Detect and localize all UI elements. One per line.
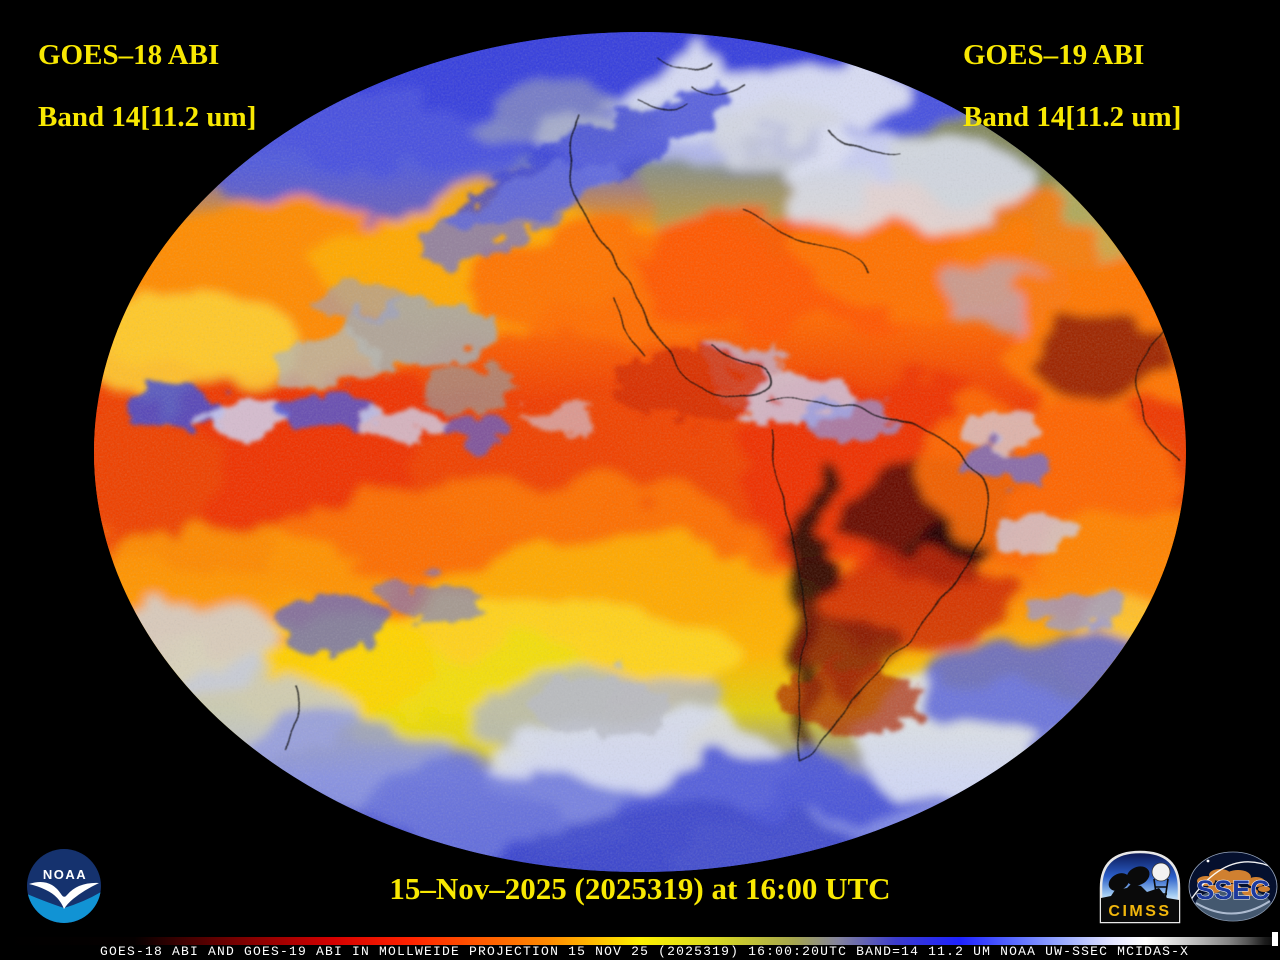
noaa-logo-text: NOAA bbox=[43, 867, 87, 882]
cimss-logo: CIMSS bbox=[1099, 850, 1181, 924]
goes18-line2: Band 14[11.2 um] bbox=[38, 101, 257, 133]
noaa-logo: NOAA bbox=[27, 849, 101, 923]
ssec-continents bbox=[1197, 869, 1270, 896]
ssec-star-icon bbox=[1206, 859, 1210, 863]
goes18-title: GOES–18 ABI Band 14[11.2 um] bbox=[38, 40, 256, 133]
cimss-dish2-icon bbox=[1126, 866, 1150, 886]
cimss-watertower-icon bbox=[1151, 862, 1171, 882]
ssec-logo: SSEC bbox=[1188, 851, 1278, 922]
goes19-line1: GOES–19 ABI bbox=[963, 39, 1145, 71]
ssec-horizon bbox=[1195, 888, 1271, 921]
ssec-orbit-arc bbox=[1189, 861, 1277, 902]
ssec-rim-arc bbox=[1195, 900, 1271, 915]
cimss-logo-text: CIMSS bbox=[1108, 903, 1171, 920]
footer-caption: GOES-18 ABI AND GOES-19 ABI IN MOLLWEIDE… bbox=[100, 944, 1190, 959]
goes19-title: GOES–19 ABI Band 14[11.2 um] bbox=[963, 40, 1181, 133]
cimss-dish-icon bbox=[1108, 873, 1130, 891]
goes19-line2: Band 14[11.2 um] bbox=[963, 101, 1182, 133]
cimss-skyline bbox=[1101, 884, 1179, 922]
colorbar-end-marker bbox=[1272, 932, 1278, 946]
noaa-seabird-icon bbox=[29, 881, 99, 909]
goes18-line1: GOES–18 ABI bbox=[38, 39, 220, 71]
timestamp-label: 15–Nov–2025 (2025319) at 16:00 UTC bbox=[389, 871, 891, 906]
colorbar bbox=[0, 937, 1280, 945]
ssec-logo-text: SSEC bbox=[1196, 875, 1270, 905]
